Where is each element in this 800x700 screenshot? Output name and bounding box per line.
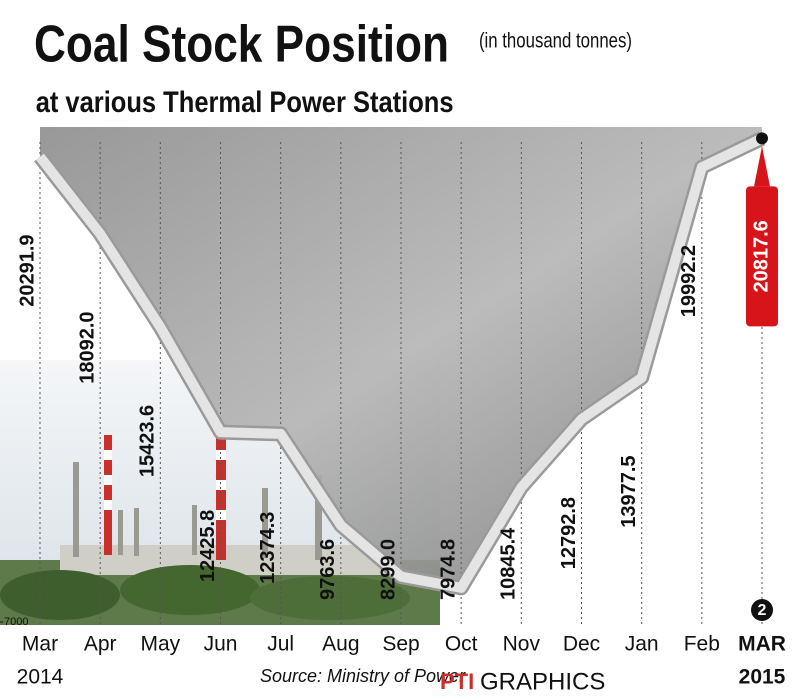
source: Source: Ministry of Power [260, 666, 466, 686]
year-label: 2014 [17, 666, 64, 689]
badge: 2 [758, 602, 767, 619]
x-tick-label: May [140, 633, 180, 656]
x-tick-label: Jan [625, 633, 659, 656]
value-label: 12374.3 [257, 512, 279, 584]
end-point [756, 132, 768, 145]
x-tick-label: Mar [22, 633, 58, 656]
value-label: 18092.0 [76, 311, 98, 383]
value-label: 20291.9 [16, 234, 38, 306]
x-tick-label: Feb [684, 633, 720, 656]
badge-circle [751, 599, 773, 621]
x-tick-label: Sep [382, 633, 419, 656]
value-label: 20817.6 [750, 220, 772, 292]
year-label: 2015 [739, 666, 786, 689]
x-tick-label: Oct [445, 633, 478, 656]
value-label: 12792.8 [558, 497, 580, 569]
value-label: 15423.6 [137, 405, 159, 477]
callout-box [746, 186, 778, 327]
x-tick-label: Dec [563, 633, 600, 656]
line [36, 133, 765, 593]
value-label: 7974.8 [437, 539, 459, 600]
value-label: 9763.6 [317, 539, 339, 600]
value-label: 8299.0 [377, 539, 399, 600]
brand: PTI [440, 669, 474, 694]
chart-title: Coal Stock Position [34, 15, 449, 73]
brand-suffix: GRAPHICS [480, 668, 605, 695]
value-label: 19992.2 [678, 245, 700, 317]
callout-pointer [754, 146, 770, 187]
x-tick-label: Jul [267, 633, 294, 656]
value-label: 13977.5 [618, 455, 640, 527]
x-tick-label: Jun [204, 633, 238, 656]
value-label: 12425.8 [197, 510, 219, 582]
y-tick-label: 7000 [4, 616, 28, 628]
unit-note: (in thousand tonnes) [479, 30, 632, 53]
value-label: 10845.4 [498, 527, 520, 600]
x-tick-label: Nov [503, 633, 541, 656]
x-tick-label: Aug [322, 633, 359, 656]
x-tick-label: Apr [84, 633, 117, 656]
chart-subtitle: at various Thermal Power Stations [36, 85, 454, 118]
x-tick-label: MAR [738, 633, 786, 656]
